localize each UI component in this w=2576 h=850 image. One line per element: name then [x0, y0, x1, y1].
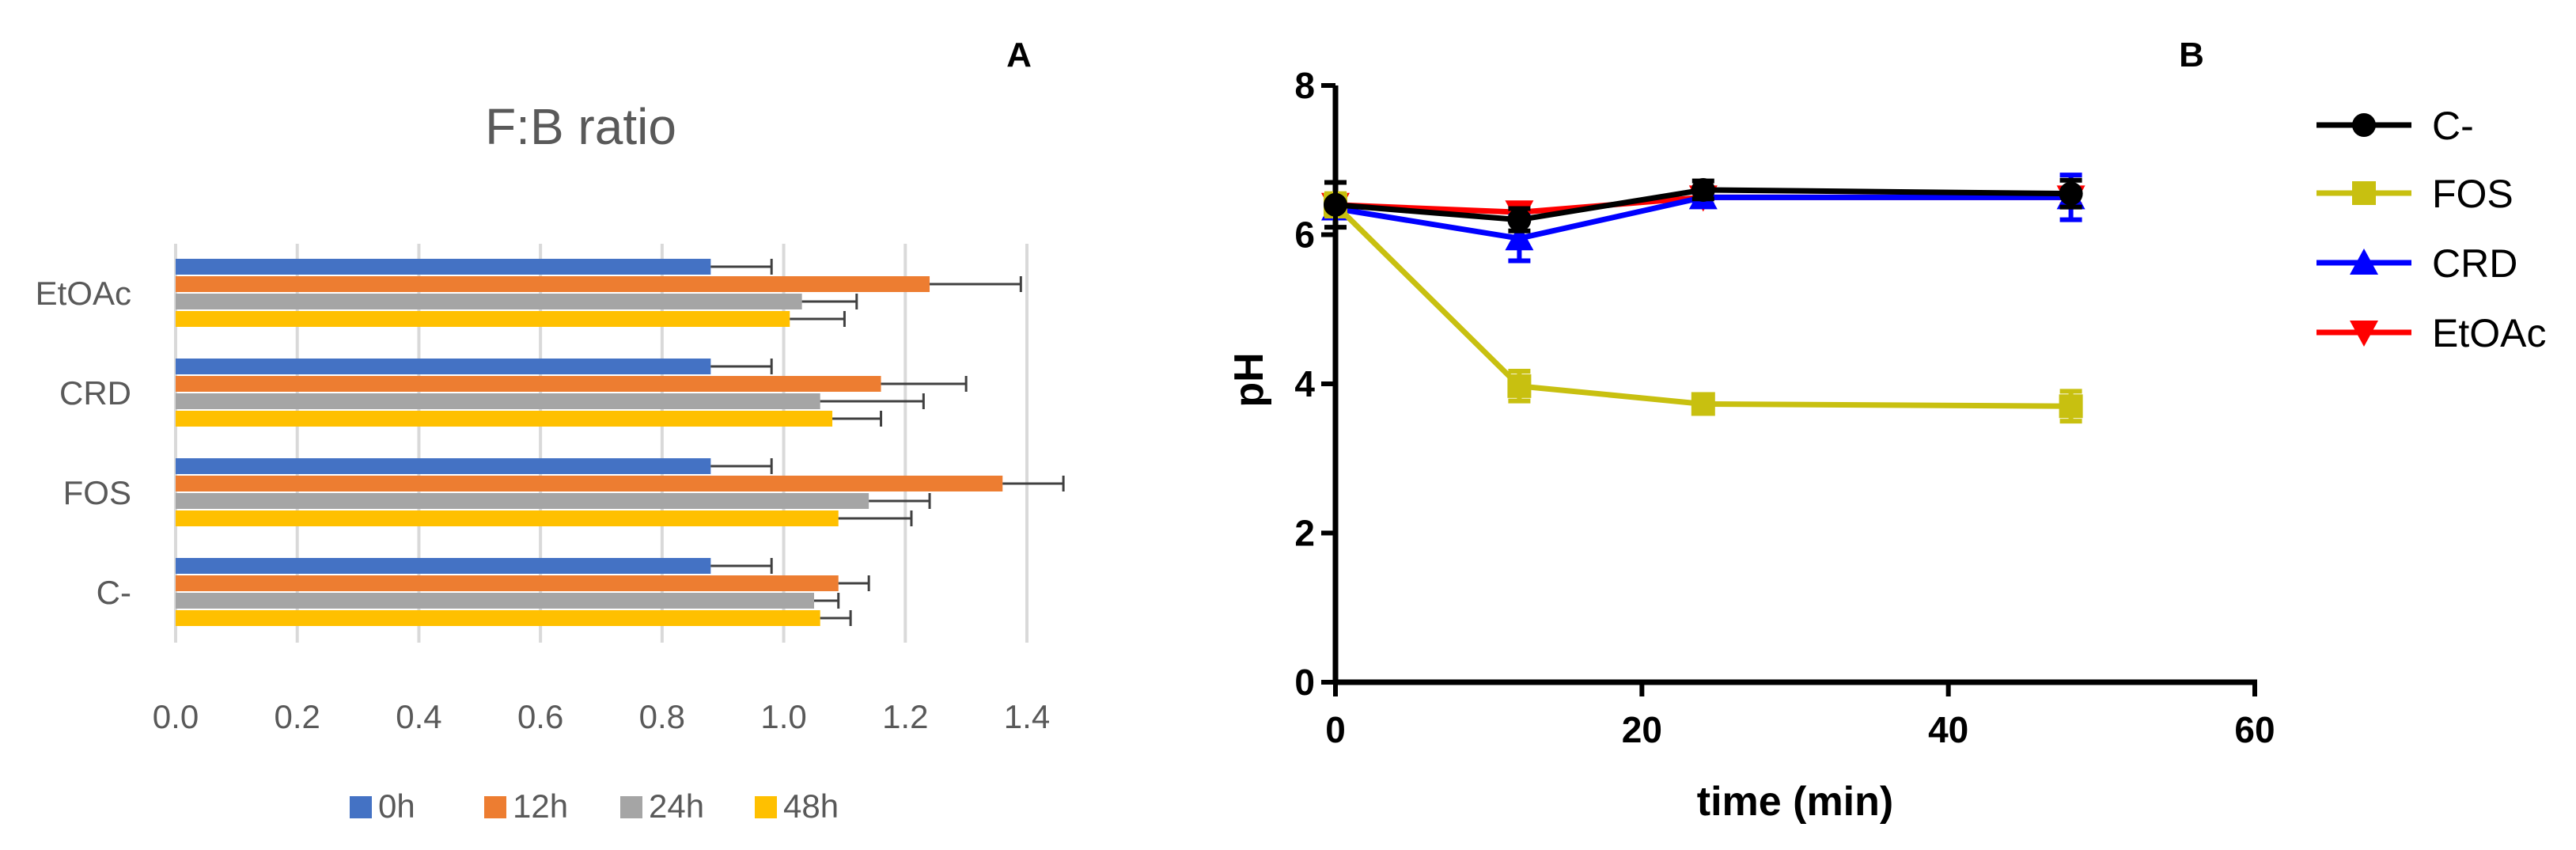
- bar: [176, 276, 930, 292]
- bar: [176, 393, 820, 409]
- bar: [176, 458, 711, 474]
- x-tick-label: 0.8: [639, 698, 685, 735]
- y-axis-title: pH: [1226, 352, 1272, 407]
- series-line: [1335, 187, 2071, 223]
- legend-swatch: [755, 796, 777, 818]
- bar: [176, 593, 814, 609]
- panel-a-bar-chart: A F:B ratio 0.0 0.2 0.4 0.6 0.8 1.0 1.2 1.4 EtOAc C…: [36, 36, 1065, 825]
- bar: [176, 259, 711, 275]
- y-tick-label: 0: [1294, 662, 1315, 703]
- x-tick-label: 60: [2234, 709, 2275, 750]
- x-tick-label: 0.4: [396, 698, 441, 735]
- data-point: [1691, 392, 1715, 416]
- legend-swatch: [484, 796, 506, 818]
- bar: [176, 610, 820, 626]
- bar: [176, 575, 839, 591]
- panel-label: A: [1006, 36, 1032, 74]
- legend-marker: [2352, 113, 2376, 137]
- legend-label: 0h: [378, 787, 415, 825]
- legend-label: 24h: [649, 787, 704, 825]
- legend-swatch: [620, 796, 642, 818]
- legend-marker: [2352, 181, 2376, 205]
- data-point: [1507, 374, 1532, 398]
- y-tick-label: 2: [1294, 513, 1315, 554]
- data-point: [1324, 192, 1347, 217]
- bar: [176, 411, 833, 427]
- bar: [176, 294, 802, 309]
- x-tick-label: 0: [1325, 709, 1346, 750]
- bar: [176, 311, 790, 327]
- x-tick-label: 0.0: [153, 698, 199, 735]
- x-tick-label: 1.0: [760, 698, 806, 735]
- data-point: [2059, 181, 2083, 206]
- legend-label: FOS: [2432, 172, 2513, 216]
- bar: [176, 510, 839, 526]
- series-line: [1335, 194, 2071, 241]
- x-tick-label: 40: [1928, 709, 1968, 750]
- panel-label: B: [2179, 36, 2204, 74]
- legend-label: CRD: [2432, 241, 2517, 286]
- x-tick-label: 20: [1622, 709, 1662, 750]
- data-point: [1505, 224, 1534, 251]
- legend-marker: [2350, 249, 2378, 275]
- category-label: EtOAc: [36, 275, 131, 312]
- y-tick-label: 6: [1294, 214, 1315, 256]
- legend-swatch: [350, 796, 372, 818]
- bar: [176, 376, 881, 392]
- x-tick-label: 1.4: [1004, 698, 1050, 735]
- legend-label: 48h: [783, 787, 839, 825]
- legend-marker: [2350, 321, 2378, 347]
- legend-label: EtOAc: [2432, 311, 2546, 355]
- bar: [176, 493, 869, 509]
- legend-label: C-: [2432, 104, 2474, 148]
- category-label: C-: [97, 574, 131, 611]
- legend-label: 12h: [513, 787, 568, 825]
- series-line: [1333, 203, 2071, 409]
- y-tick-label: 8: [1294, 65, 1315, 106]
- x-tick-label: 0.2: [275, 698, 320, 735]
- bar: [176, 359, 711, 374]
- category-label: FOS: [63, 474, 131, 511]
- data-point: [1507, 207, 1532, 232]
- bar: [176, 558, 711, 574]
- x-axis-title: time (min): [1697, 779, 1893, 825]
- bar: [176, 476, 1003, 491]
- panel-b-line-chart: B 0 2 4 6 8 0 20 40 60 time (min) pH C- FOS CRD EtOAc: [1226, 36, 2546, 825]
- chart-title: F:B ratio: [485, 98, 676, 155]
- data-point: [1691, 177, 1715, 202]
- y-tick-label: 4: [1294, 363, 1315, 404]
- data-point: [2059, 394, 2083, 419]
- category-label: CRD: [59, 374, 131, 412]
- x-tick-label: 1.2: [882, 698, 928, 735]
- x-tick-label: 0.6: [517, 698, 563, 735]
